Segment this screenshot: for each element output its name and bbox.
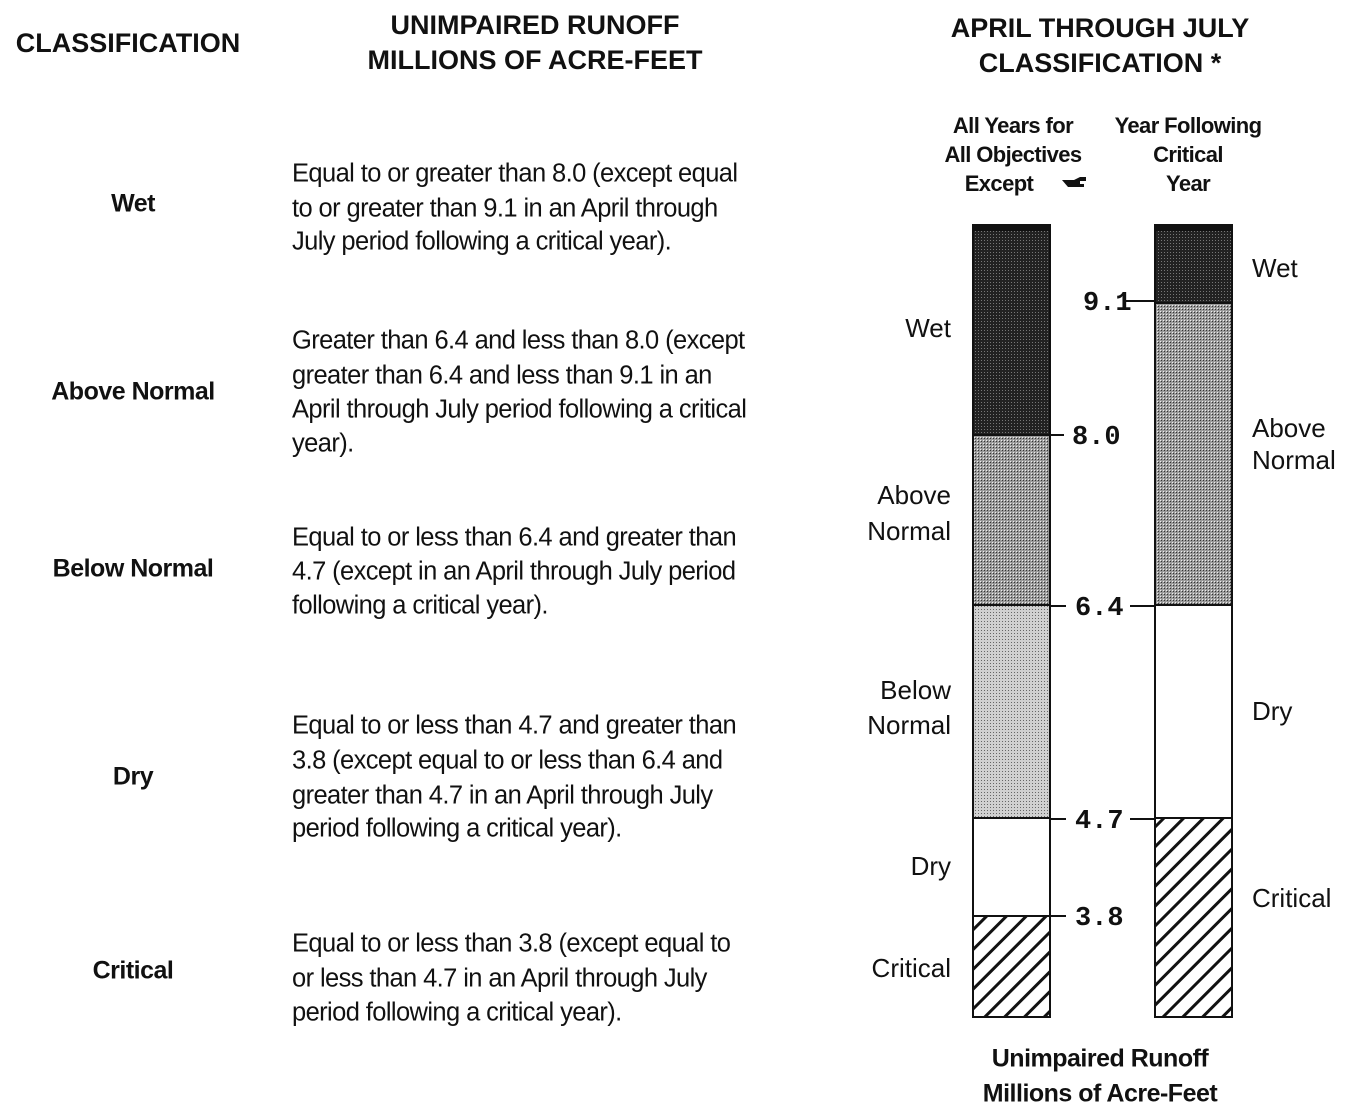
segment-label: Critical [872,953,951,983]
segment-label: Dry [1252,696,1292,726]
description-line: April through July period following a cr… [292,396,746,424]
description-line: following a critical year). [292,592,548,620]
bar-segment [1154,224,1233,304]
description-line: period following a critical year). [292,999,622,1027]
description-line: greater than 4.7 in an April through Jul… [292,782,713,810]
description-line: July period following a critical year). [292,228,671,256]
column-heading: Year [1166,171,1211,196]
segment-label: Wet [1252,253,1299,283]
description-line: greater than 6.4 and less than 9.1 in an [292,362,712,390]
bar-segment [1154,604,1233,819]
description-line: 3.8 (except equal to or less than 6.4 an… [292,747,722,775]
bar-top [1155,225,1232,231]
bar-segment [972,817,1051,917]
segment-label: Critical [1252,883,1331,913]
classification: Above Normal [51,378,214,406]
column-heading: All Objectives [944,142,1081,167]
threshold-label: 4.7 [1075,807,1124,837]
segment-label: Dry [911,851,951,881]
bar-segment [972,915,1051,1018]
column-heading: Critical [1153,142,1223,167]
description-line: year). [292,430,354,458]
classification: Critical [93,957,174,985]
description-line: Greater than 6.4 and less than 8.0 (exce… [292,327,745,355]
description-line: Equal to or less than 6.4 and greater th… [292,524,736,552]
header-runoff: MILLIONS OF ACRE-FEET [368,45,703,75]
description-line: to or greater than 9.1 in an April throu… [292,195,718,223]
axis-label: Millions of Acre-Feet [983,1080,1219,1108]
hand-icon [1062,177,1086,187]
header-diagram: APRIL THROUGH JULY [951,13,1250,43]
segment-label: Above Normal [1252,413,1336,475]
segment-label: Above Normal [867,480,951,546]
description-line: Equal to or less than 3.8 (except equal … [292,930,731,958]
description-line: Equal to or greater than 8.0 (except equ… [292,160,737,188]
description-line: Equal to or less than 4.7 and greater th… [292,712,736,740]
bar-segment [1154,817,1233,1018]
column-heading: Except [965,171,1035,196]
header-runoff: UNIMPAIRED RUNOFF [391,10,680,40]
classification: Below Normal [53,555,214,583]
bar-segment [1154,302,1233,606]
threshold-label: 3.8 [1075,904,1124,934]
header-classification: CLASSIFICATION [16,28,241,58]
description-line: period following a critical year). [292,815,622,843]
description-line: or less than 4.7 in an April through Jul… [292,965,708,993]
bar-segment [972,224,1051,436]
content: CLASSIFICATION UNIMPAIRED RUNOFF MILLIONS … [16,10,1336,1107]
description-line: 4.7 (except in an April through July per… [292,558,735,586]
segment-label: Below Normal [867,675,951,740]
segment-label: Wet [905,313,952,343]
bar-top [973,225,1050,231]
header-diagram: CLASSIFICATION * [979,48,1222,78]
threshold-label: 6.4 [1075,594,1124,624]
bar-segment [972,434,1051,606]
classification: Wet [111,190,156,218]
bar-segment [972,604,1051,819]
column-heading: All Years for [953,113,1074,138]
axis-label: Unimpaired Runoff [992,1045,1210,1073]
threshold-label: 8.0 [1072,423,1121,453]
column-heading: Year Following [1115,113,1262,138]
threshold-label: 9.1 [1083,289,1132,319]
classification: Dry [113,763,154,791]
